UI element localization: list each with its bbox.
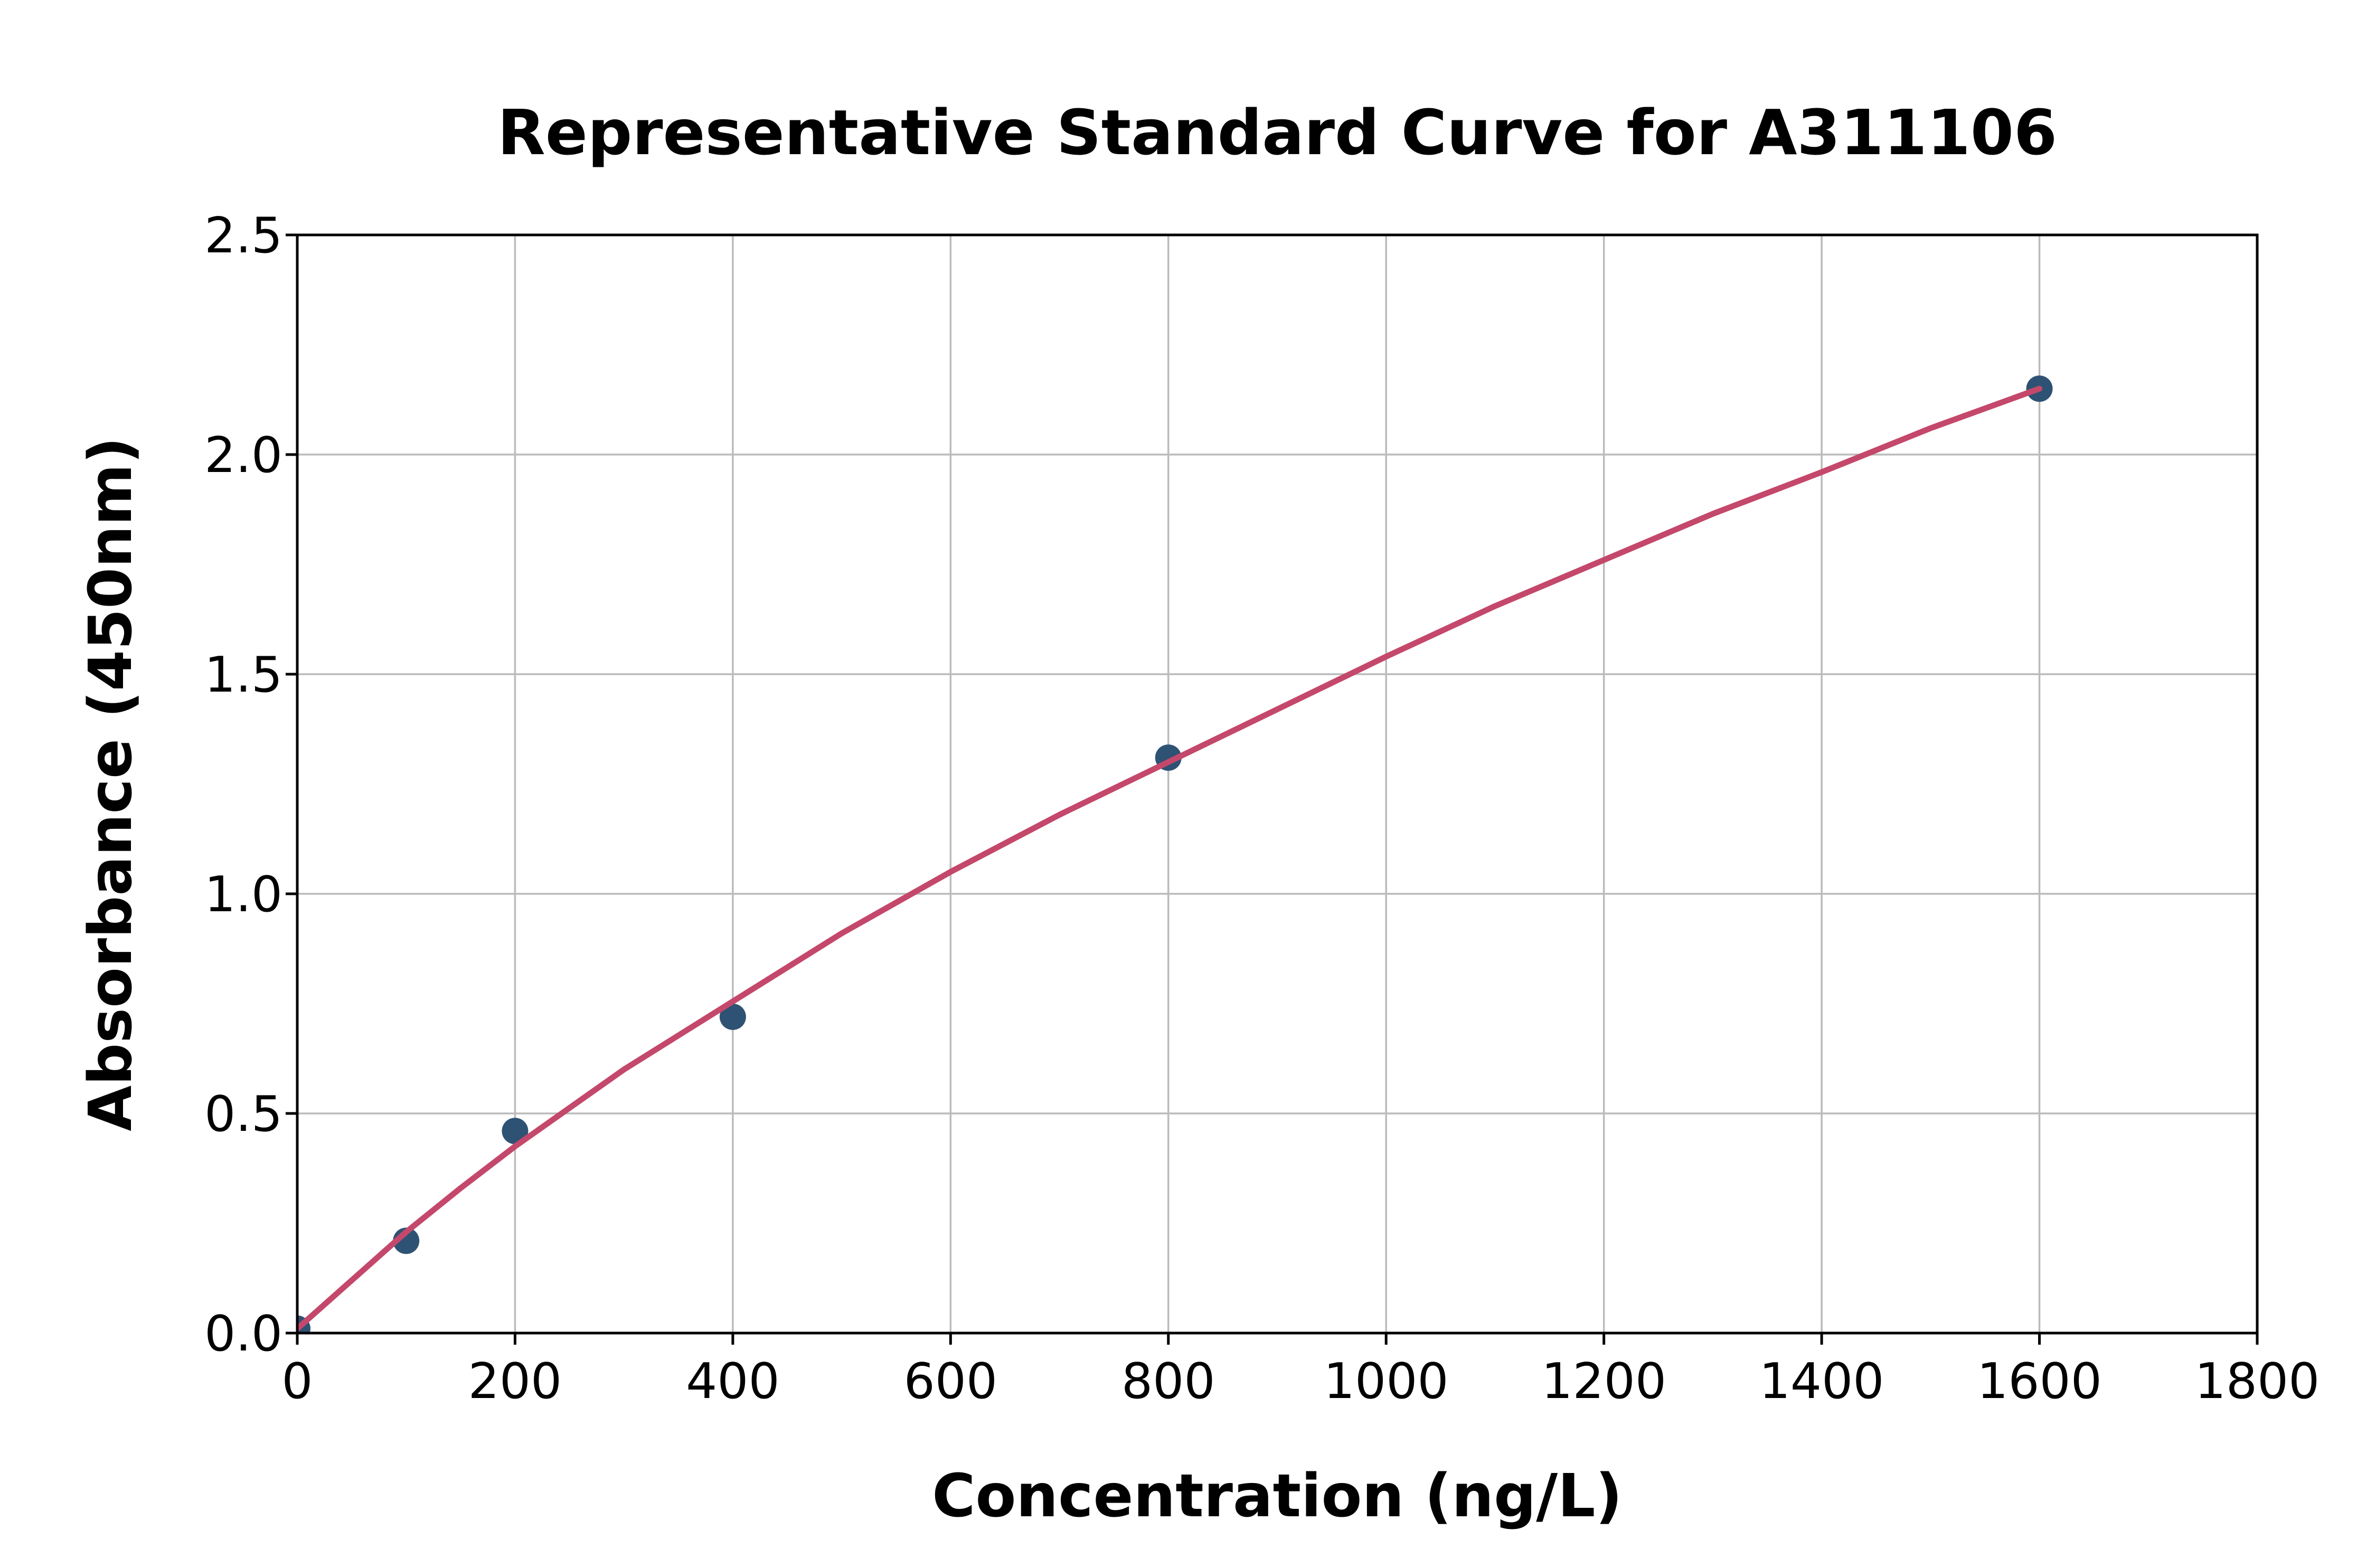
fit-curve-line — [297, 385, 2043, 1332]
x-tick-label: 200 — [468, 1353, 562, 1410]
data-point — [719, 1003, 746, 1030]
chart-title: Representative Standard Curve for A31110… — [497, 96, 2057, 169]
scatter-points — [297, 375, 2053, 1333]
y-tick-label: 2.0 — [204, 427, 282, 484]
y-tick-label: 2.5 — [204, 207, 282, 264]
x-tick-labels: 0 200 400 600 800 1000 1200 1400 1600 1800 — [281, 1353, 2320, 1410]
x-tick-label: 800 — [1121, 1353, 1215, 1410]
tick-marks — [286, 233, 2259, 1345]
gridlines — [296, 234, 2258, 1334]
x-tick-label: 1800 — [2195, 1353, 2320, 1410]
y-tick-label: 1.5 — [204, 646, 282, 703]
y-tick-label: 1.0 — [204, 866, 282, 923]
x-tick-label: 600 — [904, 1353, 998, 1410]
data-point — [502, 1118, 529, 1145]
x-tick-label: 1200 — [1541, 1353, 1666, 1410]
y-tick-label: 0.5 — [204, 1085, 282, 1142]
y-tick-labels: 0.0 0.5 1.0 1.5 2.0 2.5 — [204, 207, 282, 1362]
y-tick-label: 0.0 — [204, 1305, 282, 1362]
y-axis-label: Absorbance (450nm) — [77, 437, 145, 1131]
x-tick-label: 1000 — [1324, 1353, 1449, 1410]
x-axis-label: Concentration (ng/L) — [932, 1462, 1622, 1531]
x-tick-label: 400 — [686, 1353, 780, 1410]
x-tick-label: 1400 — [1759, 1353, 1884, 1410]
x-tick-label: 0 — [281, 1353, 313, 1410]
x-tick-label: 1600 — [1977, 1353, 2102, 1410]
axes-frame — [296, 233, 2259, 1335]
